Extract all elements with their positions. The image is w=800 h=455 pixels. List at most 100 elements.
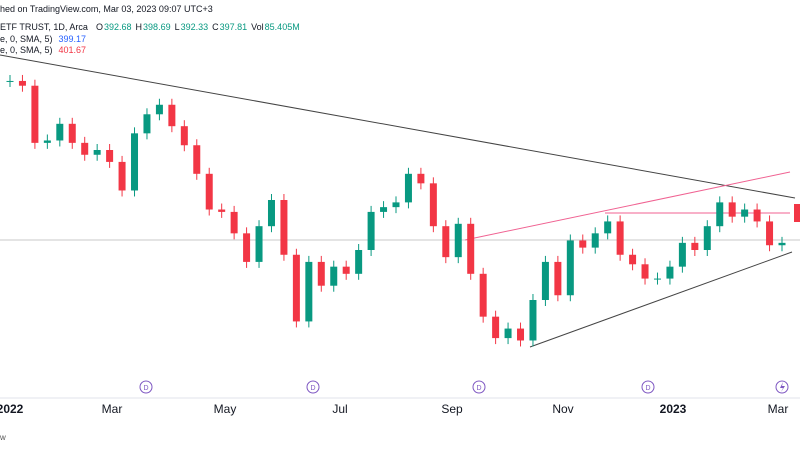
x-tick-label: Sep xyxy=(441,402,463,416)
candle-body xyxy=(317,261,325,286)
candle-body xyxy=(666,266,674,279)
indicator-name: e, 0, SMA, 5) xyxy=(0,34,53,44)
indicator-value: 399.17 xyxy=(59,34,87,44)
candle-body xyxy=(629,254,637,265)
marker-d: D xyxy=(476,385,481,392)
candle-body xyxy=(367,211,375,250)
candle-body xyxy=(193,145,201,174)
candle-body xyxy=(118,161,126,191)
ohlc-value: 392.33 xyxy=(181,22,209,32)
candle-body xyxy=(492,316,500,339)
ohlc-value: 398.69 xyxy=(143,22,171,32)
candle-body xyxy=(579,240,587,248)
candle-body xyxy=(703,226,711,250)
candle-body xyxy=(517,328,525,341)
ohlc-key: H xyxy=(136,22,143,32)
candle-body xyxy=(691,242,699,250)
candles xyxy=(6,74,786,347)
candle-body xyxy=(641,264,649,279)
ohlc-key: Vol xyxy=(251,22,264,32)
x-axis: 2022 Mar May Jul Sep Nov 2023 Mar xyxy=(0,402,788,416)
ohlc-value: 397.81 xyxy=(220,22,248,32)
candle-body xyxy=(778,242,786,246)
trendline-upper xyxy=(0,54,796,199)
candle-body xyxy=(305,261,313,322)
ohlc-key: O xyxy=(96,22,103,32)
candle-body xyxy=(93,150,101,155)
marker-split xyxy=(780,382,785,392)
footer: w xyxy=(0,433,6,442)
marker xyxy=(641,380,655,394)
candle-body xyxy=(205,173,213,210)
candle-body xyxy=(716,202,724,227)
candle-body xyxy=(6,80,14,82)
candle-body xyxy=(728,202,736,217)
marker xyxy=(139,380,153,394)
candle-body xyxy=(155,104,163,115)
x-tick-label: May xyxy=(214,402,237,416)
candle-body xyxy=(355,250,363,274)
candle-body xyxy=(678,242,686,267)
candle-body xyxy=(504,328,512,339)
candle-body xyxy=(81,142,89,155)
candle-body xyxy=(255,226,263,262)
ohlc-key: L xyxy=(175,22,180,32)
marker-d: D xyxy=(143,385,148,392)
candle-body xyxy=(143,114,151,134)
candle-body xyxy=(753,209,761,222)
x-tick-label: Jul xyxy=(332,402,347,416)
candle-body xyxy=(429,183,437,227)
candle-body xyxy=(106,150,114,162)
indicator-value: 401.67 xyxy=(59,45,87,55)
marker xyxy=(472,380,486,394)
candle-body xyxy=(43,140,51,143)
candle-body xyxy=(243,233,251,262)
candle-body xyxy=(280,200,288,255)
candle-body xyxy=(330,266,338,286)
marker xyxy=(306,380,320,394)
candle-body xyxy=(267,200,275,227)
candle-body xyxy=(442,226,450,258)
candle-body xyxy=(68,123,76,143)
candle-body xyxy=(766,221,774,246)
candle-body xyxy=(467,223,475,274)
x-tick-label: Nov xyxy=(552,402,573,416)
trendline-pink xyxy=(464,171,791,241)
marker-d: D xyxy=(645,385,650,392)
marker xyxy=(775,380,789,394)
candle-body xyxy=(230,211,238,234)
ohlc-value: 392.68 xyxy=(104,22,132,32)
candle-body xyxy=(404,173,412,203)
candle-body xyxy=(168,104,176,127)
candle-body xyxy=(591,233,599,248)
marker-letters: D D D D xyxy=(143,382,785,392)
candle-body xyxy=(31,85,39,143)
candle-body xyxy=(417,173,425,184)
x-tick-label: Mar xyxy=(102,402,123,416)
candle-body xyxy=(541,261,549,300)
candle-body xyxy=(392,202,400,208)
marker-d: D xyxy=(310,385,315,392)
candle-body xyxy=(131,133,139,191)
candle-body xyxy=(292,254,300,322)
candle-body xyxy=(56,123,64,141)
trendline-lower xyxy=(529,251,793,348)
candle-body xyxy=(380,207,388,212)
candle-body xyxy=(18,80,26,86)
symbol: ETF TRUST, 1D, Arca xyxy=(0,22,88,32)
candle-body xyxy=(604,221,612,234)
indicator-name: e, 0, SMA, 5) xyxy=(0,45,53,55)
candle-body xyxy=(342,266,350,274)
x-tick-label: Mar xyxy=(768,402,789,416)
candle-body xyxy=(529,300,537,341)
ohlc-key: C xyxy=(212,22,219,32)
candle-body xyxy=(479,273,487,317)
x-tick-label: 2022 xyxy=(0,402,24,416)
candle-body xyxy=(454,223,462,258)
dividend-markers xyxy=(139,380,789,394)
ohlc-value: 85.405M xyxy=(265,22,300,32)
price-tag xyxy=(794,204,800,222)
candle-body xyxy=(218,209,226,212)
candle-body xyxy=(554,261,562,296)
